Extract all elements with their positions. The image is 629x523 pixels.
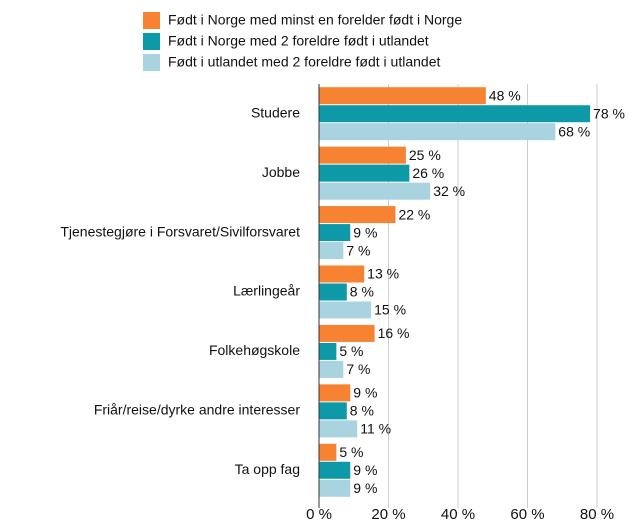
x-tick-label: 20 %	[371, 506, 405, 523]
value-label: 5 %	[339, 444, 363, 460]
legend-label: Født i utlandet med 2 foreldre født i ut…	[168, 54, 440, 70]
value-label: 8 %	[350, 403, 374, 419]
value-label: 22 %	[398, 206, 430, 222]
bar	[319, 283, 347, 301]
value-label: 9 %	[353, 480, 377, 496]
y-tick-label: Friår/reise/dyrke andre interesser	[94, 402, 301, 418]
y-tick-label: Jobbe	[262, 164, 300, 180]
value-label: 26 %	[412, 165, 444, 181]
value-label: 48 %	[489, 87, 521, 103]
value-label: 16 %	[378, 325, 410, 341]
x-tick-label: 0 %	[306, 506, 332, 523]
value-label: 11 %	[360, 421, 391, 437]
bar	[319, 87, 486, 105]
bar	[319, 443, 337, 461]
y-tick-label: Studere	[251, 104, 300, 120]
y-tick-label: Ta opp fag	[235, 461, 300, 477]
bar	[319, 146, 406, 164]
value-label: 78 %	[593, 105, 625, 121]
legend-label: Født i Norge med 2 foreldre født i utlan…	[168, 33, 429, 49]
value-label: 25 %	[409, 147, 441, 163]
bar	[319, 360, 344, 378]
value-label: 68 %	[558, 123, 590, 139]
y-tick-label: Lærlingeår	[233, 283, 300, 299]
bar	[319, 479, 351, 497]
value-label: 7 %	[346, 242, 370, 258]
x-tick-label: 40 %	[441, 506, 475, 523]
value-label: 32 %	[433, 183, 465, 199]
value-label: 9 %	[353, 385, 377, 401]
bar	[319, 402, 347, 420]
bar	[319, 384, 351, 402]
legend-label: Født i Norge med minst en forelder født …	[168, 12, 462, 28]
value-label: 8 %	[350, 284, 374, 300]
y-tick-label: Folkehøgskole	[209, 342, 300, 358]
bar	[319, 301, 372, 319]
bar	[319, 461, 351, 479]
legend-swatch	[143, 33, 160, 50]
value-label: 13 %	[367, 266, 399, 282]
bar	[319, 324, 375, 342]
x-tick-label: 80 %	[580, 506, 614, 523]
value-label: 9 %	[353, 462, 377, 478]
legend-swatch	[143, 12, 160, 29]
x-tick-label: 60 %	[510, 506, 544, 523]
y-tick-label: Tjenestegjøre i Forsvaret/Sivilforsvaret	[60, 223, 300, 239]
value-label: 9 %	[353, 224, 377, 240]
bar	[319, 265, 365, 283]
bar	[319, 342, 337, 360]
bar	[319, 123, 556, 141]
bar	[319, 206, 396, 224]
bar	[319, 182, 431, 200]
value-label: 15 %	[374, 302, 406, 318]
value-label: 7 %	[346, 361, 370, 377]
bar	[319, 420, 358, 438]
bar	[319, 164, 410, 182]
bar	[319, 224, 351, 242]
value-label: 5 %	[339, 343, 363, 359]
bar	[319, 105, 591, 123]
legend-swatch	[143, 54, 160, 71]
bar	[319, 242, 344, 260]
